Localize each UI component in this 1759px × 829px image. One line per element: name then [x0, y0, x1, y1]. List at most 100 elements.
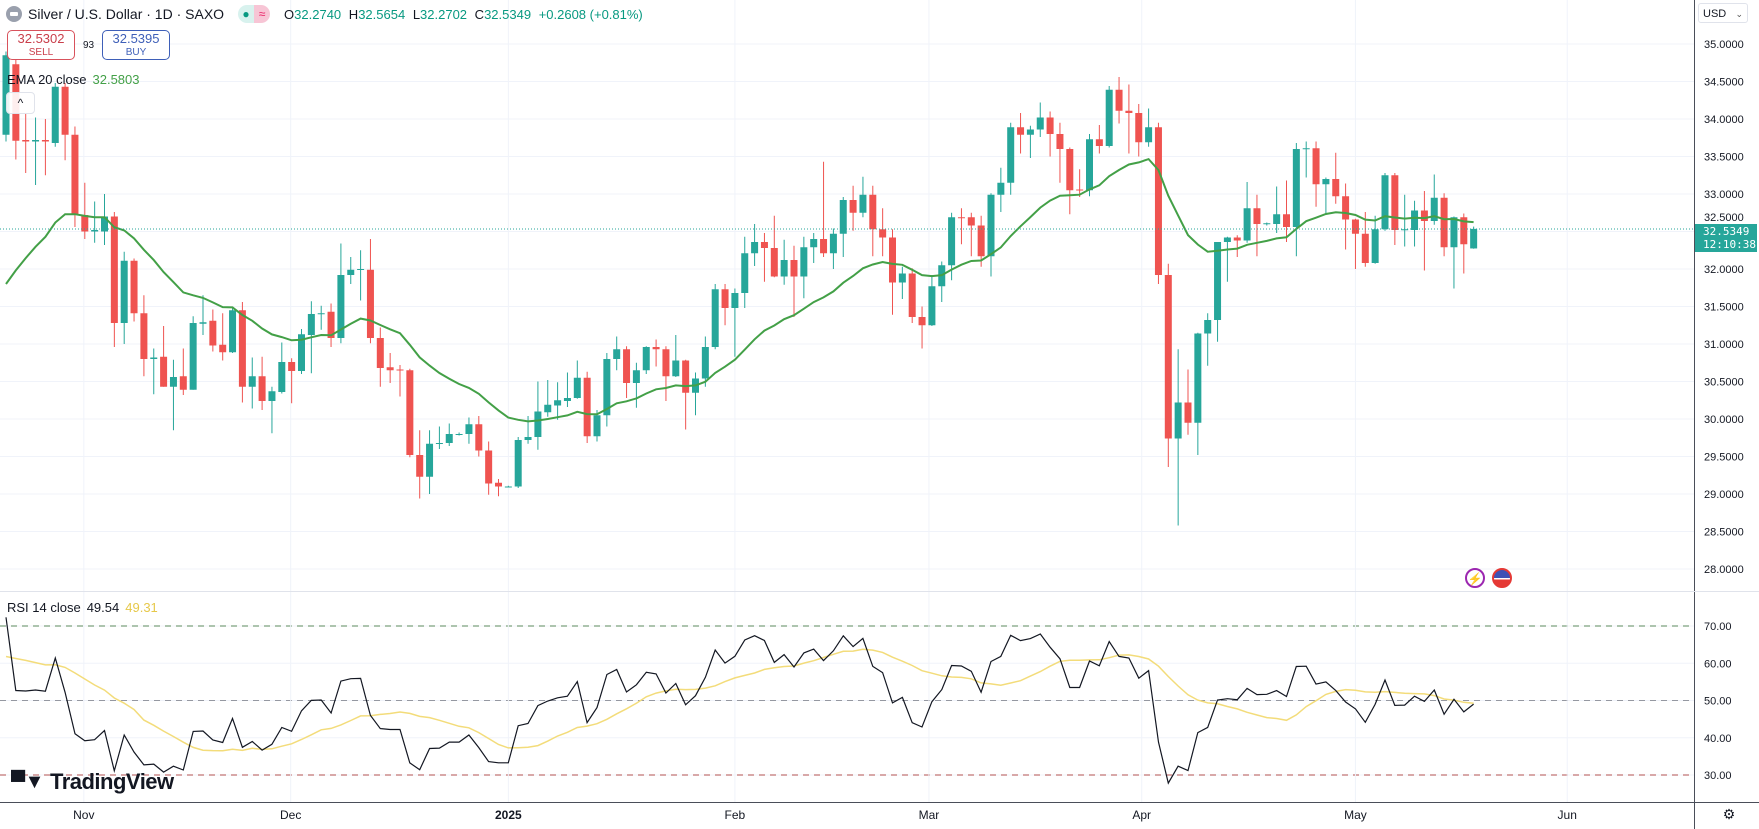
candle-body: [366, 269, 374, 338]
candle: [721, 284, 729, 326]
silver-symbol-icon: [6, 6, 22, 22]
candle: [426, 430, 434, 494]
candle: [1243, 182, 1251, 243]
candle: [829, 228, 837, 269]
candle: [1391, 173, 1399, 245]
candle-body: [1066, 149, 1074, 191]
candle-body: [179, 376, 187, 390]
buy-button[interactable]: 32.5395 BUY: [102, 30, 170, 60]
candle: [534, 381, 542, 450]
candle: [1371, 215, 1379, 264]
candle: [957, 208, 965, 245]
candle: [879, 208, 887, 257]
candle: [1292, 143, 1300, 257]
candle-body: [1243, 208, 1251, 241]
price-axis[interactable]: 35.0000 34.5000 34.0000 33.5000 33.0000 32.50…: [1704, 39, 1744, 576]
candle: [278, 342, 286, 394]
price-tick-label: 32.5000: [1704, 212, 1744, 224]
price-tick-label: 30.0000: [1704, 414, 1744, 426]
high-label: H: [348, 6, 359, 22]
candle-body: [1017, 127, 1025, 135]
candle: [544, 380, 552, 417]
candle: [455, 432, 463, 436]
candle-body: [859, 194, 867, 213]
tradingview-logo[interactable]: ▀▼ TradingView: [11, 769, 174, 795]
candle: [603, 353, 611, 427]
candle-body: [475, 424, 483, 451]
candle-body: [150, 357, 158, 359]
candle: [554, 382, 562, 420]
candle-body: [130, 260, 138, 314]
candle: [1135, 104, 1143, 157]
change-value: +0.2608 (+0.81%): [538, 6, 643, 22]
candle: [573, 360, 581, 399]
candle-body: [120, 260, 128, 323]
candle: [209, 309, 217, 352]
currency-dropdown[interactable]: USD ⌄: [1698, 3, 1748, 23]
candle: [465, 417, 473, 444]
candle-body: [682, 360, 690, 393]
rsi-legend[interactable]: RSI 14 close 49.54 49.31: [7, 600, 158, 615]
candle-body: [1253, 208, 1261, 224]
candle-body: [91, 230, 99, 232]
time-tick-label: Apr: [1132, 808, 1151, 822]
candle-body: [1194, 333, 1202, 423]
candle: [1450, 216, 1458, 289]
candle-body: [1440, 197, 1448, 248]
rsi-tick-label: 30.00: [1704, 770, 1732, 782]
high-value: 32.5654: [358, 6, 406, 22]
rsi-tick-label: 60.00: [1704, 658, 1732, 670]
candle-body: [445, 434, 453, 443]
settings-icon[interactable]: ⚙: [1722, 806, 1736, 822]
candle: [130, 258, 138, 322]
candle-body: [613, 349, 621, 359]
collapse-legend-button[interactable]: ^: [6, 92, 35, 114]
price-tick-label: 33.5000: [1704, 152, 1744, 164]
candle-body: [1145, 127, 1153, 143]
close-label: C: [474, 6, 485, 22]
symbol-title[interactable]: Silver / U.S. Dollar · 1D · SAXO: [28, 6, 225, 22]
candle-body: [1371, 229, 1379, 263]
candle: [1066, 147, 1074, 215]
candle-body: [583, 377, 591, 437]
candle-body: [701, 347, 709, 379]
candle-body: [51, 86, 59, 143]
candle-body: [1391, 175, 1399, 230]
candle: [1233, 235, 1241, 257]
candle-body: [514, 440, 522, 487]
price-tick-label: 29.5000: [1704, 452, 1744, 464]
candle: [169, 359, 177, 431]
rsi-line: [5, 617, 1474, 785]
candle: [101, 194, 108, 245]
candle: [1381, 173, 1389, 231]
candle: [780, 239, 788, 285]
lightning-event-icon[interactable]: ⚡: [1465, 568, 1485, 588]
candle-body: [810, 239, 818, 248]
time-tick-label: Jun: [1558, 808, 1577, 822]
candle: [61, 83, 69, 161]
time-axis[interactable]: Nov Dec 2025 Feb Mar Apr May Jun: [73, 808, 1577, 822]
time-tick-label: 2025: [495, 808, 522, 822]
rsi-axis[interactable]: 70.00 60.00 50.00 40.00 30.00: [1704, 621, 1732, 782]
candle: [396, 365, 404, 397]
candle-body: [1263, 223, 1271, 225]
candle-body: [1125, 110, 1133, 113]
sell-button[interactable]: 32.5302 SELL: [7, 30, 75, 60]
candle: [839, 197, 847, 257]
candle: [1105, 86, 1113, 148]
currency-value: USD: [1703, 8, 1727, 20]
candle-body: [495, 482, 502, 487]
rsi-legend-value: 49.54: [86, 600, 120, 615]
ema-legend[interactable]: EMA 20 close 32.5803: [7, 72, 140, 87]
candle-body: [22, 140, 30, 142]
candle-body: [1233, 237, 1241, 241]
candle: [1440, 193, 1448, 257]
candle: [1056, 122, 1064, 183]
market-status[interactable]: ● ≈: [238, 5, 271, 23]
us-flag-event-icon[interactable]: [1492, 568, 1512, 588]
time-tick-label: Mar: [919, 808, 940, 822]
candle: [229, 306, 237, 353]
candle: [1460, 213, 1468, 274]
candle: [347, 257, 355, 284]
